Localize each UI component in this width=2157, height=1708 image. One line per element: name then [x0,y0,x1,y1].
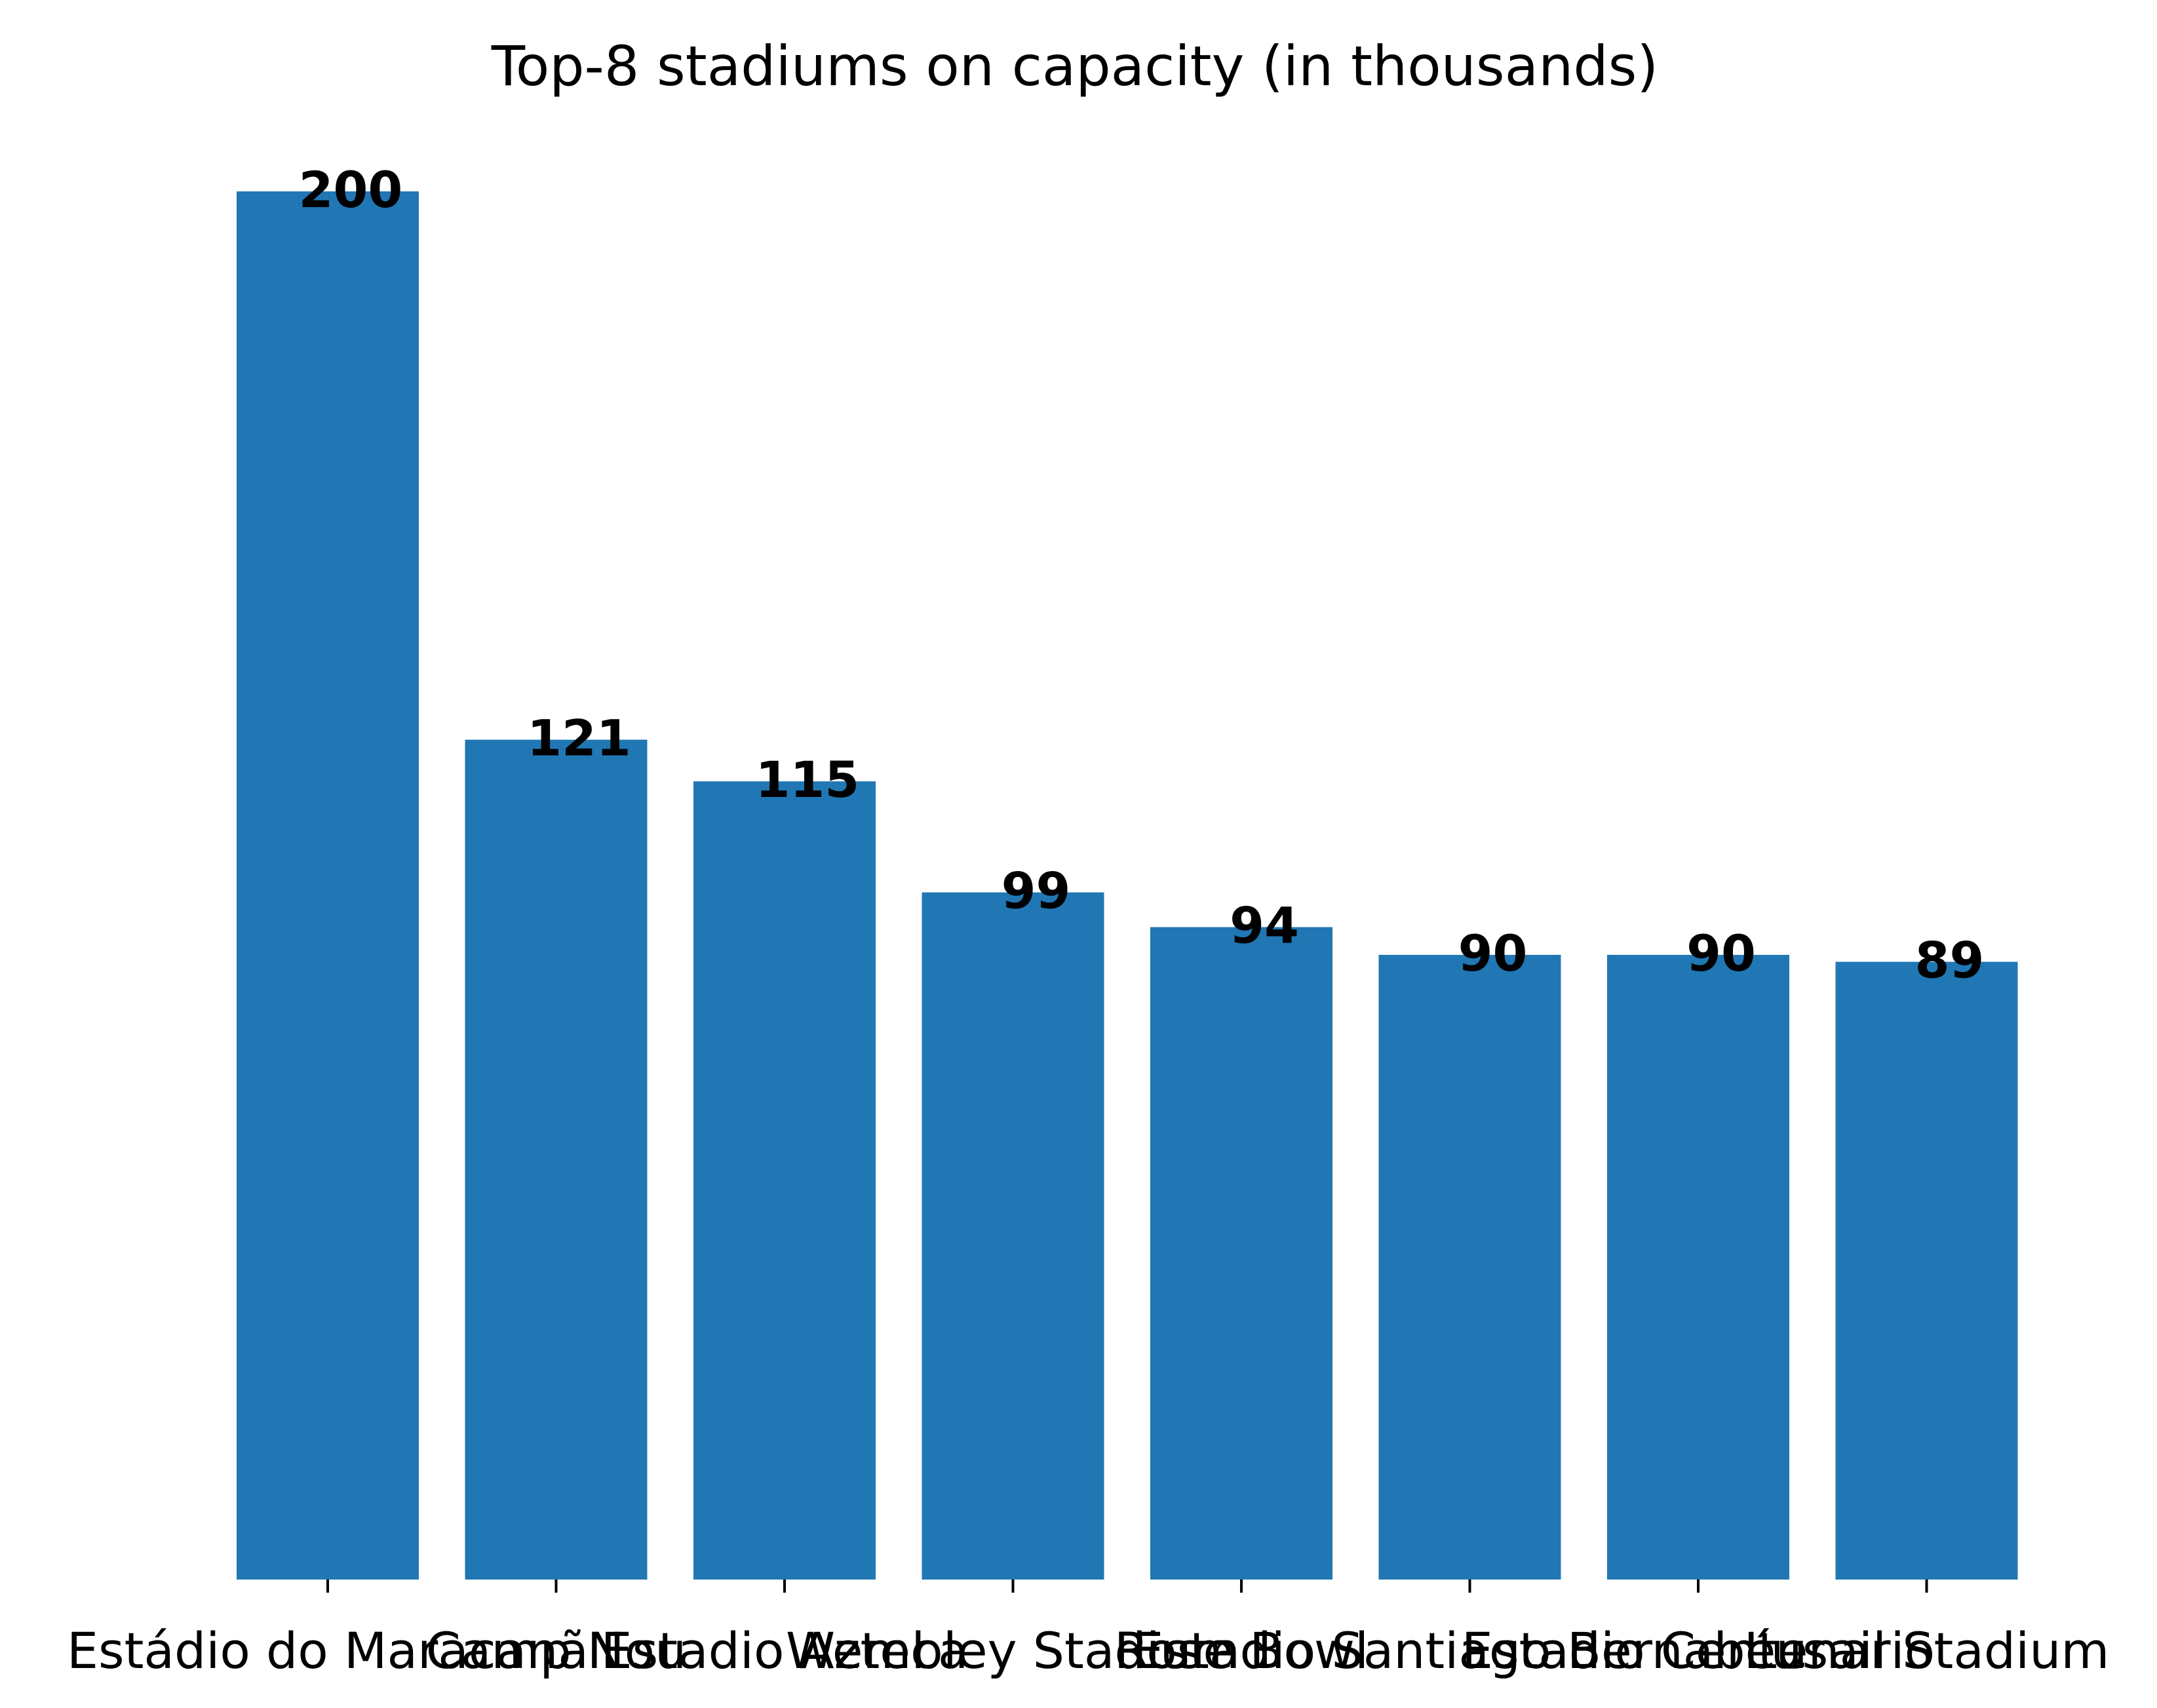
bar-value-label: 200 [299,161,403,219]
x-tick-label: Estadio Centenario [1462,1621,1935,1680]
bar-value-label: 90 [1686,924,1756,982]
bar-value-label: 90 [1458,924,1528,982]
x-tick-label: Camp Nou [426,1621,687,1680]
bar-value-label: 89 [1915,931,1985,989]
bar [1150,927,1332,1580]
chart-title: Top-8 stadiums on capacity (in thousands… [491,34,1658,98]
x-tick-label: Lusail Stadium [1744,1621,2110,1680]
bars-group [237,191,2018,1580]
bar [465,739,648,1580]
bar-value-label: 121 [527,709,631,767]
x-ticks-group [326,1580,1928,1593]
bar-value-label: 94 [1230,897,1299,955]
x-tick-label: Estadio Santiago Bernabéu [1132,1621,1807,1680]
bar [1835,961,2018,1580]
bar [1378,954,1561,1580]
bar [693,781,876,1580]
bar [1607,954,1789,1580]
x-tick-label: Estadio Azteca [601,1621,969,1680]
value-labels-group: 200 121 115 99 94 90 90 89 [299,161,1985,989]
bar [237,191,419,1580]
bar [922,892,1104,1580]
bar-value-label: 99 [1001,862,1071,920]
x-tick-label: Estádio do Maracanã [67,1621,589,1680]
x-tick-label: Wembley Stadium [786,1621,1240,1680]
bar-value-label: 115 [756,750,860,809]
x-tick-label: Rose Bowl [1114,1621,1369,1680]
